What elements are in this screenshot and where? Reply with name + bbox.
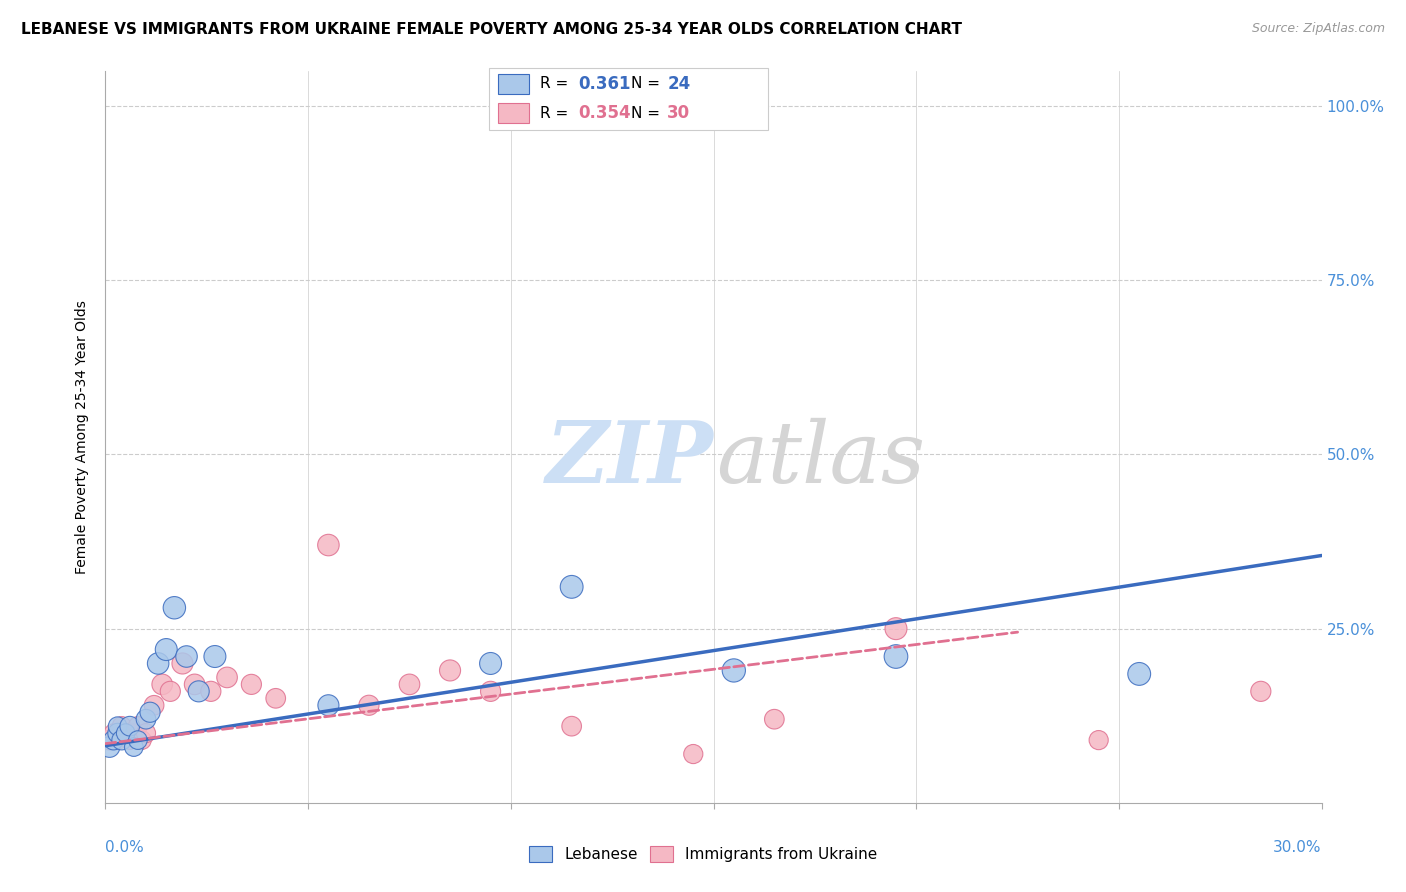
Point (763, 712, 786, 726)
Point (163, 600, 186, 615)
Point (682, 747, 704, 761)
FancyBboxPatch shape (488, 68, 768, 130)
Point (723, 664, 745, 678)
Point (135, 712, 157, 726)
Text: R =: R = (540, 77, 572, 91)
Text: Source: ZipAtlas.com: Source: ZipAtlas.com (1251, 22, 1385, 36)
Point (204, 649, 226, 664)
Text: 0.361: 0.361 (578, 75, 631, 93)
Point (103, 726, 125, 740)
Point (122, 726, 145, 740)
Text: 30: 30 (668, 104, 690, 122)
Point (439, 664, 461, 678)
Point (139, 705, 162, 719)
Point (357, 698, 380, 713)
FancyBboxPatch shape (498, 73, 529, 94)
Point (200, 684, 222, 698)
Point (150, 677, 173, 691)
Text: 24: 24 (668, 75, 690, 93)
Point (561, 580, 583, 594)
Point (884, 622, 907, 636)
Point (1128, 667, 1150, 681)
Text: R =: R = (540, 105, 572, 120)
Text: 0.0%: 0.0% (105, 840, 145, 855)
Point (398, 677, 420, 691)
Point (1250, 684, 1272, 698)
Point (118, 733, 141, 747)
Point (176, 649, 198, 664)
Text: N =: N = (631, 77, 665, 91)
Text: 30.0%: 30.0% (1274, 840, 1322, 855)
Point (318, 538, 340, 552)
Point (561, 719, 583, 733)
Point (127, 719, 149, 733)
Point (118, 719, 141, 733)
Text: LEBANESE VS IMMIGRANTS FROM UKRAINE FEMALE POVERTY AMONG 25-34 YEAR OLDS CORRELA: LEBANESE VS IMMIGRANTS FROM UKRAINE FEMA… (21, 22, 962, 37)
Point (155, 642, 177, 657)
Point (111, 733, 134, 747)
Point (318, 698, 340, 713)
Text: 0.354: 0.354 (578, 104, 631, 122)
Point (159, 684, 181, 698)
Point (98, 733, 121, 747)
Text: atlas: atlas (716, 417, 925, 500)
Point (135, 726, 157, 740)
Point (127, 733, 149, 747)
Point (131, 733, 153, 747)
Point (114, 726, 136, 740)
Point (479, 684, 502, 698)
FancyBboxPatch shape (498, 103, 529, 123)
Point (146, 657, 169, 671)
Text: ZIP: ZIP (546, 417, 713, 500)
Point (143, 698, 166, 713)
Point (114, 726, 136, 740)
Point (111, 719, 134, 733)
Point (107, 733, 129, 747)
Point (107, 719, 129, 733)
Point (187, 684, 209, 698)
Point (122, 740, 145, 755)
Y-axis label: Female Poverty Among 25-34 Year Olds: Female Poverty Among 25-34 Year Olds (76, 300, 90, 574)
Point (98, 740, 121, 755)
Point (107, 726, 129, 740)
Point (1087, 733, 1109, 747)
Point (264, 691, 287, 706)
Point (103, 733, 125, 747)
Point (217, 670, 239, 684)
Text: N =: N = (631, 105, 665, 120)
Point (240, 677, 263, 691)
Point (884, 649, 907, 664)
Point (172, 657, 194, 671)
Point (183, 677, 205, 691)
Point (479, 657, 502, 671)
Legend: Lebanese, Immigrants from Ukraine: Lebanese, Immigrants from Ukraine (523, 840, 883, 868)
